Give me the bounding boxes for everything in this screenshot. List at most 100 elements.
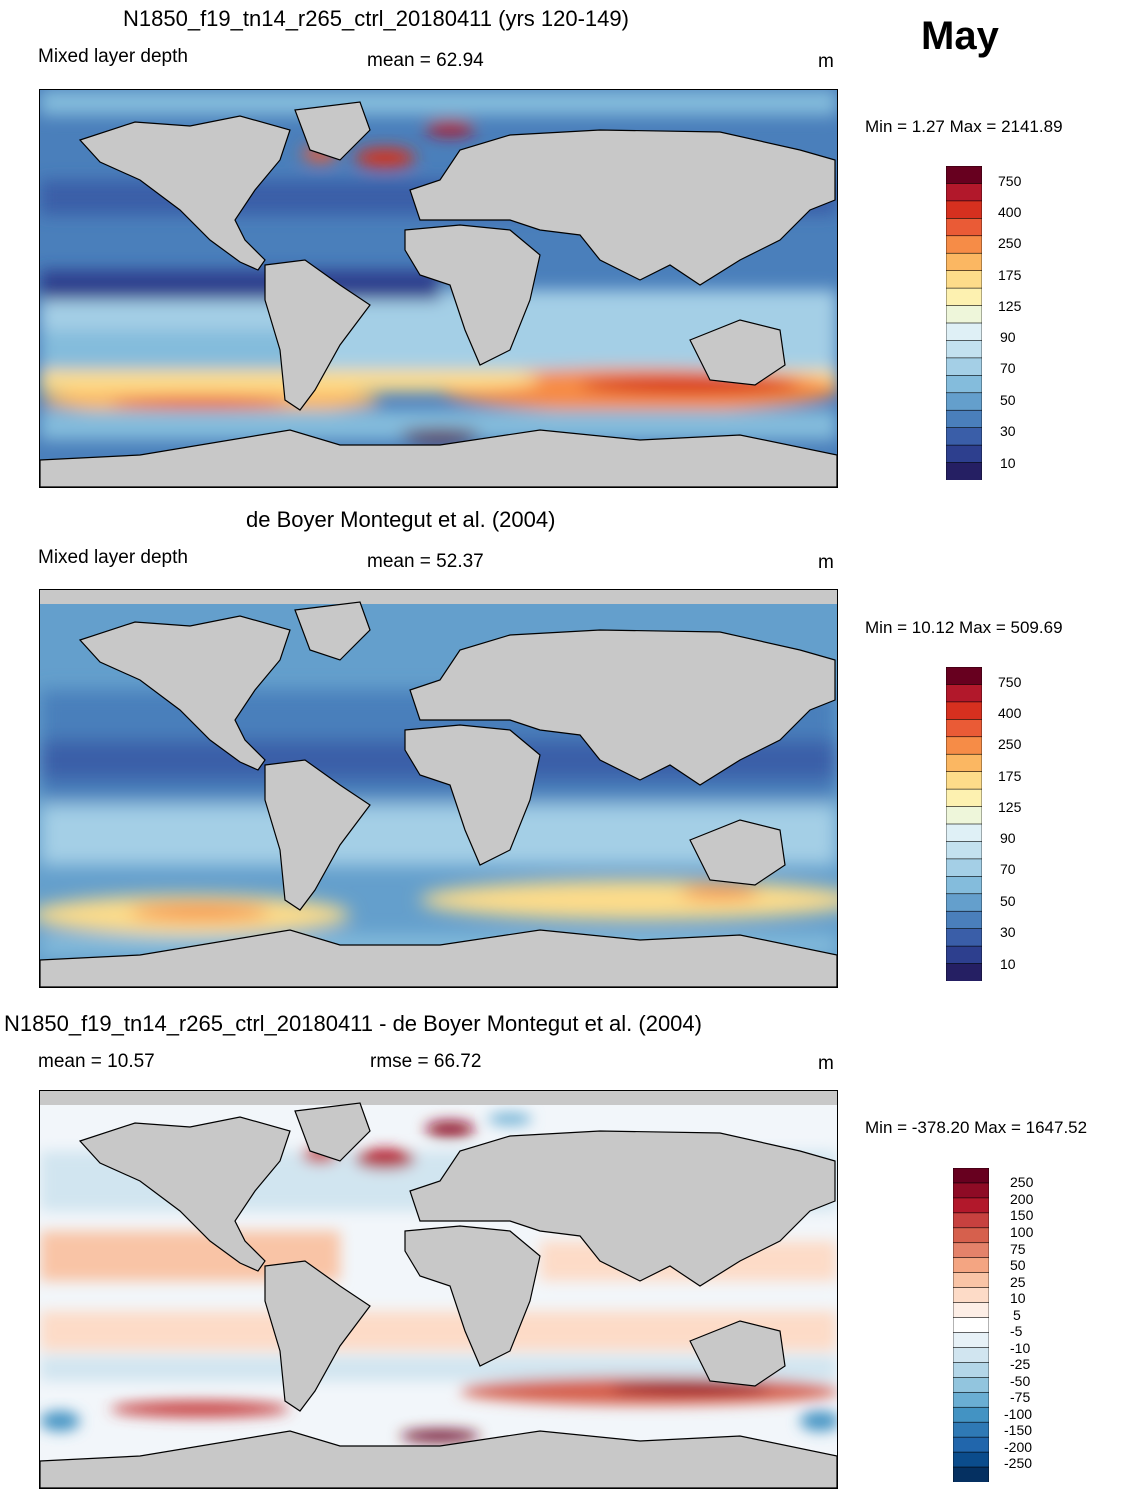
- panel1-cb-label: 50: [1000, 392, 1016, 408]
- panel1-cb-label: 125: [998, 298, 1022, 314]
- colorbar-swatch: [952, 1406, 990, 1423]
- panel2-minmax-label: Min = 10.12 Max = 509.69: [865, 618, 1063, 637]
- panel3-cb-label: -25: [1010, 1356, 1031, 1372]
- panel3-cb-label: 50: [1010, 1257, 1026, 1273]
- colorbar-swatch: [952, 1287, 990, 1304]
- panel1-title: N1850_f19_tn14_r265_ctrl_20180411 (yrs 1…: [123, 6, 629, 31]
- colorbar-swatch: [945, 893, 983, 913]
- panel3-title: N1850_f19_tn14_r265_ctrl_20180411 - de B…: [4, 1011, 702, 1036]
- panel2-cb-label: 400: [998, 705, 1022, 721]
- panel1-cb-label: 400: [998, 204, 1022, 220]
- colorbar-swatch: [952, 1242, 990, 1259]
- colorbar-swatch: [945, 375, 983, 394]
- colorbar-swatch: [952, 1362, 990, 1379]
- colorbar-swatch: [945, 771, 983, 790]
- panel1-variable-label: Mixed layer depth: [38, 46, 188, 67]
- panel3-cb-label: -75: [1010, 1389, 1031, 1405]
- panel2-cb-label: 175: [998, 768, 1022, 784]
- panel3-cb-label: 10: [1010, 1290, 1026, 1306]
- panel2-colorbar-swatches: [945, 666, 983, 982]
- panel1-cb-label: 175: [998, 267, 1022, 283]
- colorbar-swatch: [952, 1317, 990, 1334]
- colorbar-swatch: [945, 235, 983, 255]
- panel1-land: [40, 101, 837, 487]
- colorbar-swatch: [945, 270, 983, 289]
- panel2-colorbar: [945, 666, 983, 982]
- panel3-minmax-label: Min = -378.20 Max = 1647.52: [865, 1118, 1088, 1137]
- panel3-units-label: m: [818, 1053, 834, 1074]
- colorbar-swatch: [952, 1182, 990, 1199]
- colorbar-swatch: [945, 684, 983, 703]
- panel2-cb-label: 70: [1000, 861, 1016, 877]
- panel3-colorbar-swatches: [952, 1167, 990, 1483]
- panel1-cb-label: 90: [1000, 329, 1016, 345]
- panel3-land: [40, 1102, 837, 1488]
- colorbar-swatch: [945, 841, 983, 860]
- panel2-title: de Boyer Montegut et al. (2004): [246, 507, 556, 532]
- panel2-mean-label: mean = 52.37: [367, 551, 484, 572]
- colorbar-swatch: [945, 910, 983, 930]
- panel1-colorbar: [945, 165, 983, 481]
- colorbar-swatch: [945, 427, 983, 446]
- panel3-cb-label: -50: [1010, 1373, 1031, 1389]
- panel3-cb-label: -10: [1010, 1340, 1031, 1356]
- panel3-cb-label: 150: [1010, 1207, 1034, 1223]
- panel3-cb-label: 250: [1010, 1174, 1034, 1190]
- panel1-map: [39, 89, 838, 488]
- panel2-cb-label: 10: [1000, 956, 1016, 972]
- panel2-cb-label: 750: [998, 674, 1022, 690]
- colorbar-swatch: [945, 392, 983, 412]
- colorbar-swatch: [945, 287, 983, 307]
- colorbar-swatch: [945, 806, 983, 825]
- panel2-map: [39, 589, 838, 988]
- colorbar-swatch: [945, 788, 983, 808]
- colorbar-swatch: [945, 462, 983, 481]
- panel2-units-label: m: [818, 552, 834, 573]
- colorbar-swatch: [945, 963, 983, 982]
- colorbar-swatch: [945, 753, 983, 773]
- colorbar-swatch: [952, 1451, 990, 1468]
- panel1-cb-label: 750: [998, 173, 1022, 189]
- colorbar-swatch: [945, 409, 983, 429]
- colorbar-swatch: [945, 444, 983, 464]
- colorbar-swatch: [945, 858, 983, 878]
- panel2-land: [40, 601, 837, 987]
- panel1-colorbar-swatches: [945, 165, 983, 481]
- panel3-cb-label: -150: [1004, 1422, 1033, 1438]
- panel1-cb-label: 250: [998, 235, 1022, 251]
- panel1-cb-label: 30: [1000, 423, 1016, 439]
- panel2-variable-label: Mixed layer depth: [38, 547, 188, 568]
- colorbar-swatch: [952, 1257, 990, 1274]
- panel3-mean-label: mean = 10.57: [38, 1051, 155, 1072]
- panel2-cb-label: 30: [1000, 924, 1016, 940]
- panel1-units-label: m: [818, 51, 834, 72]
- month-label: May: [921, 14, 999, 58]
- colorbar-swatch: [952, 1377, 990, 1394]
- colorbar-swatch: [952, 1272, 990, 1289]
- colorbar-swatch: [945, 876, 983, 895]
- colorbar-swatch: [945, 252, 983, 272]
- panel1-cb-label: 10: [1000, 455, 1016, 471]
- colorbar-swatch: [952, 1466, 990, 1483]
- panel3-colorbar: [952, 1167, 990, 1483]
- panel3-map: [39, 1090, 838, 1489]
- panel3-cb-label: 200: [1010, 1191, 1034, 1207]
- panel3-cb-label: -5: [1010, 1323, 1023, 1339]
- colorbar-swatch: [945, 322, 983, 342]
- colorbar-swatch: [952, 1212, 990, 1229]
- colorbar-swatch: [945, 340, 983, 359]
- colorbar-swatch: [945, 165, 983, 185]
- colorbar-swatch: [952, 1332, 990, 1349]
- panel3-cb-label: 75: [1010, 1241, 1026, 1257]
- panel3-cb-label: 100: [1010, 1224, 1034, 1240]
- colorbar-swatch: [952, 1197, 990, 1214]
- panel1-minmax-label: Min = 1.27 Max = 2141.89: [865, 117, 1063, 136]
- colorbar-swatch: [945, 945, 983, 965]
- colorbar-swatch: [952, 1167, 990, 1184]
- colorbar-swatch: [945, 666, 983, 686]
- panel2-cb-label: 90: [1000, 830, 1016, 846]
- panel1-cb-label: 70: [1000, 360, 1016, 376]
- colorbar-swatch: [952, 1436, 990, 1453]
- colorbar-swatch: [945, 736, 983, 756]
- panel3-cb-label: 5: [1013, 1307, 1021, 1323]
